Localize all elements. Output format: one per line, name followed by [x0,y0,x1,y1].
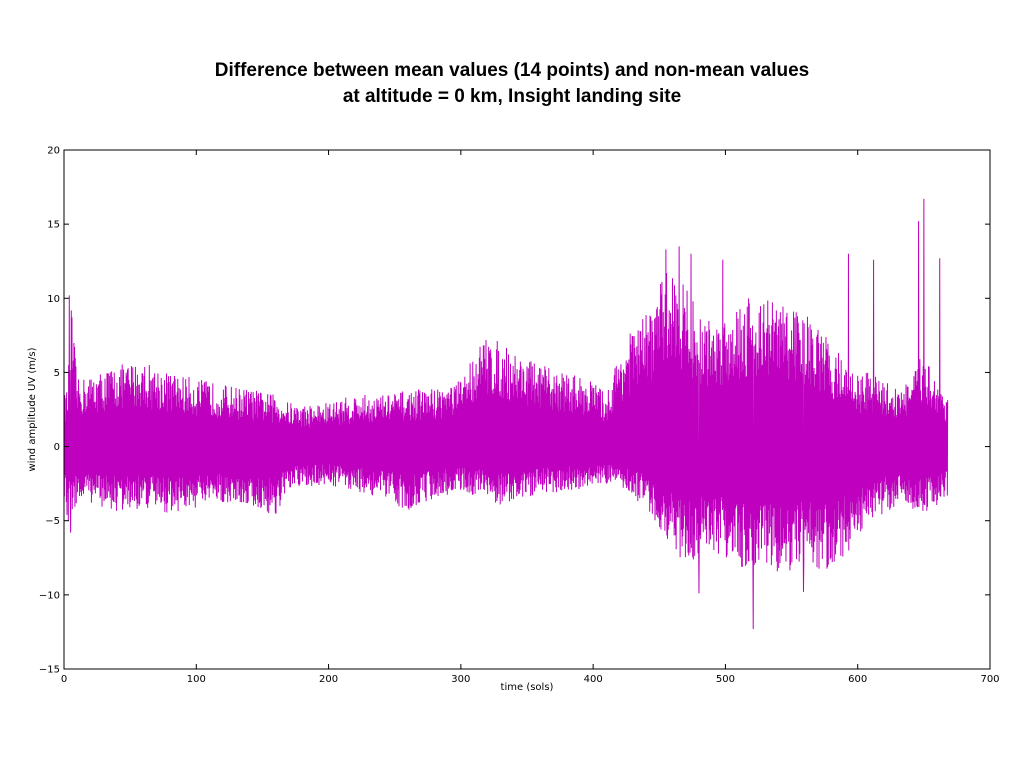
x-axis-label: time (sols) [501,682,554,693]
plot-frame [63,149,991,670]
x-tick-label: 100 [187,674,206,685]
x-tick-label: 0 [61,674,67,685]
series-line [63,198,949,629]
y-tick-label: 15 [47,220,60,231]
y-tick-label: −15 [39,665,60,676]
chart-title: Difference between mean values (14 point… [214,60,810,107]
x-tick-label: 300 [451,674,470,685]
y-tick-label: −5 [45,516,60,527]
x-tick-label: 700 [980,674,999,685]
x-tick-label: 400 [584,674,603,685]
y-tick-label: 5 [54,368,60,379]
x-tick-label: 200 [319,674,338,685]
y-axis-label: wind amplitude UV (m/s) [27,347,38,471]
y-tick-label: 10 [47,294,60,305]
axis-ticks: 0 100 200 300 400 500 600 700 −15 −10 −5 0 5 10 15 20 [39,146,1000,686]
x-tick-label: 600 [848,674,867,685]
y-tick-label: −10 [39,590,60,601]
plot-area [63,198,949,629]
y-tick-label: 0 [54,442,60,453]
x-tick-label: 500 [716,674,735,685]
y-tick-label: 20 [47,146,60,157]
